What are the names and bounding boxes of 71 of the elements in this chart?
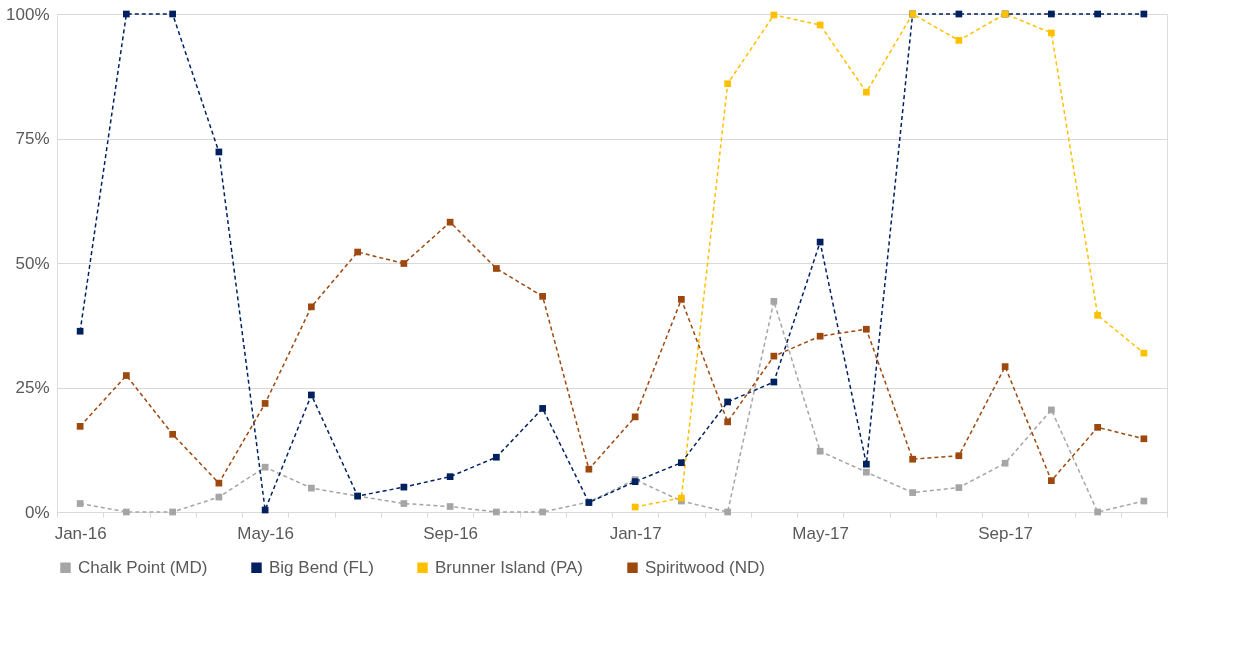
point [724, 80, 731, 88]
x-tick-label: Sep-16 [423, 523, 479, 543]
point [585, 465, 593, 473]
y-tick-label: 0% [24, 502, 50, 522]
x-tick-label: Sep-17 [978, 523, 1034, 543]
point [1094, 508, 1101, 516]
point [863, 468, 870, 476]
point [909, 455, 916, 463]
y-tick-label: 75% [15, 129, 50, 148]
point [539, 508, 546, 516]
x-tick-label: Jan-17 [609, 523, 662, 543]
point [493, 508, 500, 516]
point [76, 500, 84, 507]
y-tick-label: 100% [6, 4, 50, 24]
point [724, 418, 731, 426]
y-tick-label: 50% [15, 253, 50, 273]
x-tick-label: May-16 [237, 523, 294, 543]
point [724, 398, 731, 406]
point [1001, 363, 1009, 370]
point [1140, 435, 1148, 443]
point [1048, 29, 1055, 37]
point [123, 10, 130, 18]
point [308, 484, 315, 492]
point [1001, 459, 1009, 467]
x-tick-label: Jan-16 [54, 523, 107, 543]
point [446, 503, 454, 510]
point [678, 459, 685, 467]
point [261, 463, 269, 471]
point [354, 248, 361, 256]
point [169, 508, 176, 516]
point [123, 508, 130, 516]
point [863, 88, 870, 96]
point [169, 10, 176, 18]
point [308, 391, 315, 399]
point [909, 489, 916, 496]
y-tick-label: 25% [15, 378, 50, 397]
point [539, 293, 546, 300]
point [76, 327, 84, 335]
point [76, 422, 84, 430]
point [539, 405, 546, 412]
point [169, 430, 176, 438]
point [493, 453, 500, 461]
point [261, 400, 269, 407]
point [1048, 477, 1055, 484]
point [770, 297, 778, 305]
point [678, 296, 685, 303]
legend-label: Brunner Island (PA) [435, 557, 584, 577]
point [724, 508, 731, 516]
point [816, 447, 824, 455]
point [863, 325, 870, 333]
legend-label: Big Bend (FL) [269, 557, 374, 577]
x-tick-label: May-17 [792, 523, 849, 543]
point [1094, 10, 1101, 18]
point [400, 260, 408, 267]
point [863, 460, 870, 468]
point [446, 473, 454, 480]
point [1048, 10, 1055, 18]
point [955, 37, 963, 44]
point [816, 332, 824, 340]
point [955, 484, 963, 491]
point [400, 500, 408, 507]
point [1094, 311, 1101, 319]
point [308, 303, 315, 311]
point [446, 218, 454, 226]
point [123, 372, 130, 379]
point [955, 452, 963, 460]
point [1094, 423, 1101, 431]
point [493, 265, 500, 272]
point [1048, 406, 1055, 414]
legend-label: Spiritwood (ND) [645, 557, 765, 577]
legend-label: Chalk Point (MD) [78, 557, 208, 577]
